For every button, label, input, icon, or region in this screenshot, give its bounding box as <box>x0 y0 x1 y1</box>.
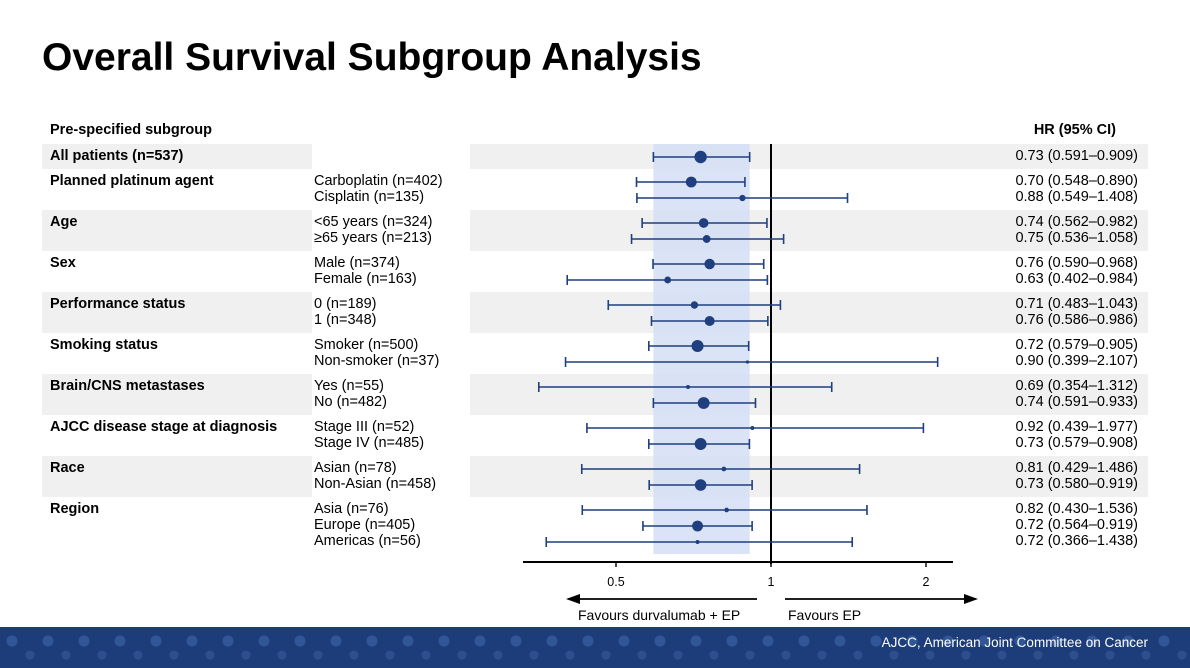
row-band-gap <box>312 456 470 497</box>
row-band <box>42 374 1148 415</box>
subgroup-label: <65 years (n=324) <box>314 214 433 230</box>
x-tick-label: 2 <box>923 575 930 589</box>
subgroup-label: Carboplatin (n=402) <box>314 173 443 189</box>
hr-value: 0.72 (0.579–0.905) <box>1015 337 1138 353</box>
hr-marker <box>721 466 727 472</box>
group-label: Smoking status <box>50 337 158 353</box>
hr-value: 0.73 (0.591–0.909) <box>1015 148 1138 164</box>
subgroup-label: No (n=482) <box>314 394 387 410</box>
subgroup-label: Americas (n=56) <box>314 533 421 549</box>
hr-marker <box>690 301 699 309</box>
subgroup-label: Asia (n=76) <box>314 501 389 517</box>
hr-value: 0.75 (0.536–1.058) <box>1015 230 1138 246</box>
hr-value: 0.72 (0.366–1.438) <box>1015 533 1138 549</box>
row-band-gap <box>312 144 470 169</box>
subgroup-label: ≥65 years (n=213) <box>314 230 432 246</box>
row-band <box>42 292 1148 333</box>
group-label: Performance status <box>50 296 186 312</box>
hr-value: 0.69 (0.354–1.312) <box>1015 378 1138 394</box>
hr-value: 0.81 (0.429–1.486) <box>1015 460 1138 476</box>
hr-marker <box>664 276 672 284</box>
hr-value: 0.74 (0.591–0.933) <box>1015 394 1138 410</box>
hr-marker <box>694 438 707 450</box>
subgroup-label: Non-smoker (n=37) <box>314 353 440 369</box>
hr-value: 0.73 (0.579–0.908) <box>1015 435 1138 451</box>
footnote: AJCC, American Joint Committee on Cancer <box>881 635 1148 650</box>
hr-column-header: HR (95% CI) <box>1033 122 1116 138</box>
group-label: Race <box>50 460 85 476</box>
hr-value: 0.74 (0.562–0.982) <box>1015 214 1138 230</box>
x-tick-label: 1 <box>768 575 775 589</box>
subgroup-label: Yes (n=55) <box>314 378 385 394</box>
subgroup-label: Female (n=163) <box>314 271 417 287</box>
hr-value: 0.90 (0.399–2.107) <box>1015 353 1138 369</box>
footer-bar: AJCC, American Joint Committee on Cancer <box>0 627 1190 668</box>
x-tick-label: 0.5 <box>607 575 624 589</box>
hr-value: 0.76 (0.586–0.986) <box>1015 312 1138 328</box>
hr-value: 0.71 (0.483–1.043) <box>1015 296 1138 312</box>
group-label: Age <box>50 214 78 230</box>
row-band <box>42 210 1148 251</box>
page-title: Overall Survival Subgroup Analysis <box>42 36 702 79</box>
subgroup-label: Stage IV (n=485) <box>314 435 425 451</box>
hr-marker <box>697 397 710 409</box>
subgroup-label: Stage III (n=52) <box>314 419 415 435</box>
group-label: Brain/CNS metastases <box>50 378 205 394</box>
subgroup-label: Europe (n=405) <box>314 517 416 533</box>
hr-marker <box>694 479 707 491</box>
hr-value: 0.72 (0.564–0.919) <box>1015 517 1138 533</box>
hr-marker <box>704 258 715 270</box>
hr-value: 0.88 (0.549–1.408) <box>1015 189 1138 205</box>
row-band <box>42 144 1148 169</box>
favours-right-arrowhead <box>964 594 978 604</box>
subgroup-label: Smoker (n=500) <box>314 337 419 353</box>
hr-marker <box>750 426 755 430</box>
group-label: Region <box>50 501 100 517</box>
subgroup-label: 0 (n=189) <box>314 296 377 312</box>
hr-marker <box>745 360 750 364</box>
subgroup-label: 1 (n=348) <box>314 312 377 328</box>
subgroup-column-header: Pre-specified subgroup <box>50 122 212 138</box>
hr-marker <box>692 520 703 532</box>
hr-marker <box>702 235 711 243</box>
hr-value: 0.73 (0.580–0.919) <box>1015 476 1138 492</box>
subgroup-label: Non-Asian (n=458) <box>314 476 437 492</box>
row-band-gap <box>312 210 470 251</box>
row-band-gap <box>312 292 470 333</box>
hr-marker <box>686 384 691 390</box>
hr-marker <box>694 150 707 164</box>
hr-marker <box>698 218 709 228</box>
forest-plot: 0.5 1 2 Favours durvalumab + EP Favours EP <box>523 144 978 623</box>
group-label: All patients (n=537) <box>50 148 184 164</box>
hr-value: 0.63 (0.402–0.984) <box>1015 271 1138 287</box>
subgroup-label: Male (n=374) <box>314 255 400 271</box>
row-band-gap <box>312 374 470 415</box>
subgroup-label: Asian (n=78) <box>314 460 397 476</box>
hr-value: 0.92 (0.439–1.977) <box>1015 419 1138 435</box>
hr-marker <box>685 176 697 188</box>
hr-marker <box>691 339 704 353</box>
row-band <box>42 456 1148 497</box>
hr-value: 0.76 (0.590–0.968) <box>1015 255 1138 271</box>
hr-marker <box>695 539 700 545</box>
favours-right-label: Favours EP <box>788 607 861 623</box>
group-label: AJCC disease stage at diagnosis <box>50 419 278 435</box>
group-label: Sex <box>50 255 76 271</box>
hr-marker <box>724 507 729 513</box>
favours-left-label: Favours durvalumab + EP <box>578 607 740 623</box>
subgroup-label: Cisplatin (n=135) <box>314 189 425 205</box>
favours-left-arrowhead <box>566 594 580 604</box>
hr-marker <box>739 194 746 202</box>
hr-marker <box>704 315 715 327</box>
group-label: Planned platinum agent <box>50 173 214 189</box>
hr-value: 0.82 (0.430–1.536) <box>1015 501 1138 517</box>
hr-value: 0.70 (0.548–0.890) <box>1015 173 1138 189</box>
